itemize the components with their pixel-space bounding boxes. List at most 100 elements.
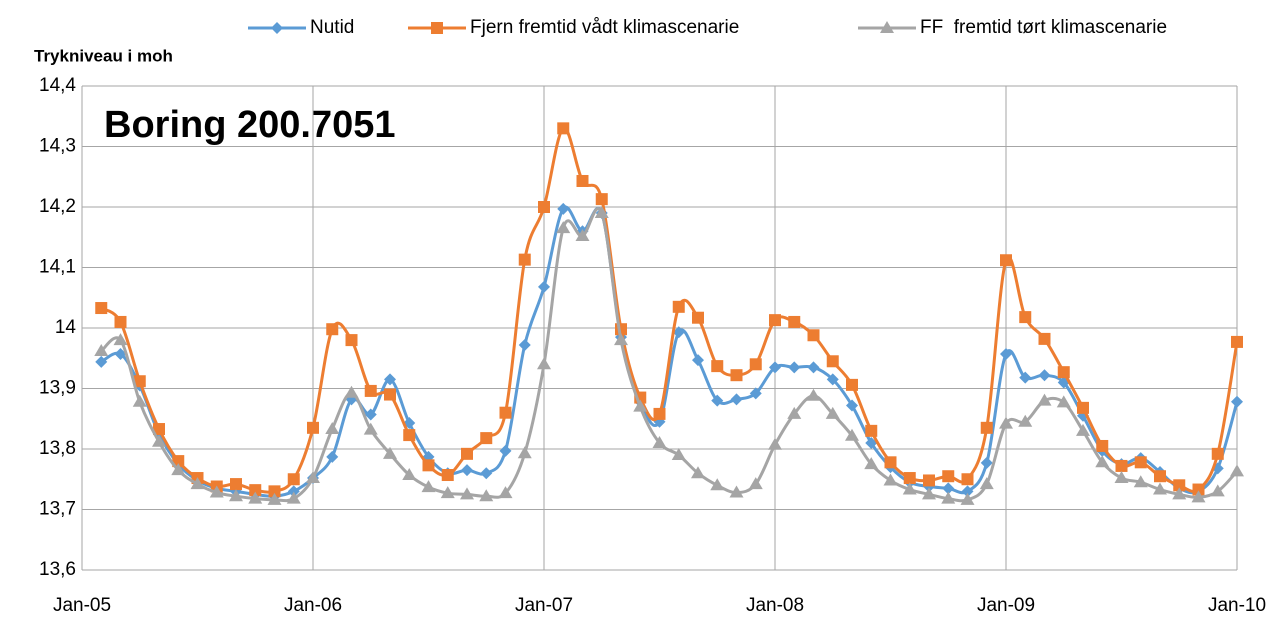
data-point (537, 357, 551, 370)
data-point (441, 469, 454, 482)
y-tick-label: 13,7 (39, 499, 76, 520)
data-point (1191, 490, 1206, 503)
data-point (557, 202, 570, 215)
data-point (826, 373, 839, 386)
legend-marker (271, 22, 283, 34)
y-tick-label: 14,2 (39, 196, 76, 217)
data-point (769, 314, 781, 327)
data-point (1211, 447, 1224, 460)
data-point (884, 456, 897, 469)
data-point (479, 489, 494, 502)
data-point (172, 455, 185, 468)
data-point (133, 375, 146, 388)
data-point (652, 435, 667, 448)
data-point (403, 429, 416, 442)
data-point (384, 388, 396, 401)
data-point (517, 446, 532, 459)
x-tick-label: Jan-10 (1208, 595, 1266, 616)
data-point (710, 478, 725, 491)
data-point (653, 407, 666, 420)
data-point (1133, 475, 1148, 488)
data-point (923, 474, 935, 487)
data-point (1037, 393, 1052, 406)
data-point (960, 492, 975, 505)
data-point (95, 355, 108, 368)
data-point (922, 487, 936, 500)
data-point (902, 482, 917, 495)
data-point (1038, 369, 1051, 382)
data-point (749, 358, 762, 371)
data-point (711, 360, 724, 373)
data-point (1019, 371, 1032, 384)
data-point (980, 456, 993, 469)
legend-marker (880, 21, 894, 33)
data-point (825, 406, 840, 419)
data-point (671, 448, 686, 461)
data-point (518, 253, 531, 266)
data-point (307, 421, 319, 434)
data-point (980, 421, 993, 434)
data-point (730, 393, 743, 406)
data-point (769, 361, 781, 374)
data-point (1230, 464, 1244, 477)
data-point (942, 470, 955, 483)
data-point (865, 424, 878, 437)
data-point (1115, 459, 1128, 472)
data-point (171, 463, 186, 476)
data-point (961, 485, 974, 498)
data-point (384, 373, 396, 386)
y-tick-label: 14 (55, 317, 77, 338)
y-tick-label: 14,1 (39, 257, 76, 278)
data-point (345, 334, 358, 347)
data-point (961, 473, 974, 486)
data-point (672, 326, 685, 339)
data-point (1000, 348, 1012, 361)
data-point (1077, 401, 1089, 414)
data-point (229, 489, 243, 502)
data-point (498, 486, 513, 499)
data-point (461, 464, 473, 477)
data-point (383, 446, 397, 459)
x-tick-label: Jan-07 (515, 595, 573, 616)
data-point (325, 422, 340, 435)
data-point (114, 348, 127, 361)
data-point (1154, 470, 1166, 483)
data-point (153, 423, 165, 436)
data-point (903, 472, 916, 485)
x-tick-label: Jan-08 (746, 595, 804, 616)
data-point (538, 201, 550, 213)
data-point (422, 459, 435, 472)
data-point (1134, 456, 1147, 469)
data-point (95, 302, 108, 315)
data-point (364, 384, 377, 397)
data-point (692, 311, 704, 324)
legend-label: Nutid (310, 17, 354, 38)
x-tick-label: Jan-05 (53, 595, 111, 616)
data-point (1231, 335, 1243, 348)
data-point (999, 416, 1013, 429)
data-point (748, 477, 763, 490)
data-point (575, 229, 590, 242)
data-point (633, 399, 648, 412)
data-point (461, 447, 473, 460)
data-point (1153, 482, 1167, 495)
data-point (595, 193, 608, 206)
data-point (846, 378, 858, 391)
data-point (440, 486, 455, 499)
data-point (1210, 484, 1225, 497)
legend-label: FF fremtid tørt klimascenarie (920, 17, 1167, 38)
data-point (1057, 366, 1070, 379)
data-point (749, 387, 762, 400)
data-point (942, 482, 955, 495)
data-point (306, 471, 320, 484)
data-point (364, 408, 377, 421)
data-point (326, 450, 339, 463)
data-point (267, 492, 282, 505)
data-point (788, 361, 801, 374)
data-point (672, 300, 685, 313)
data-point (518, 338, 531, 351)
data-point (768, 437, 782, 450)
data-point (941, 491, 956, 504)
data-point (691, 466, 705, 479)
